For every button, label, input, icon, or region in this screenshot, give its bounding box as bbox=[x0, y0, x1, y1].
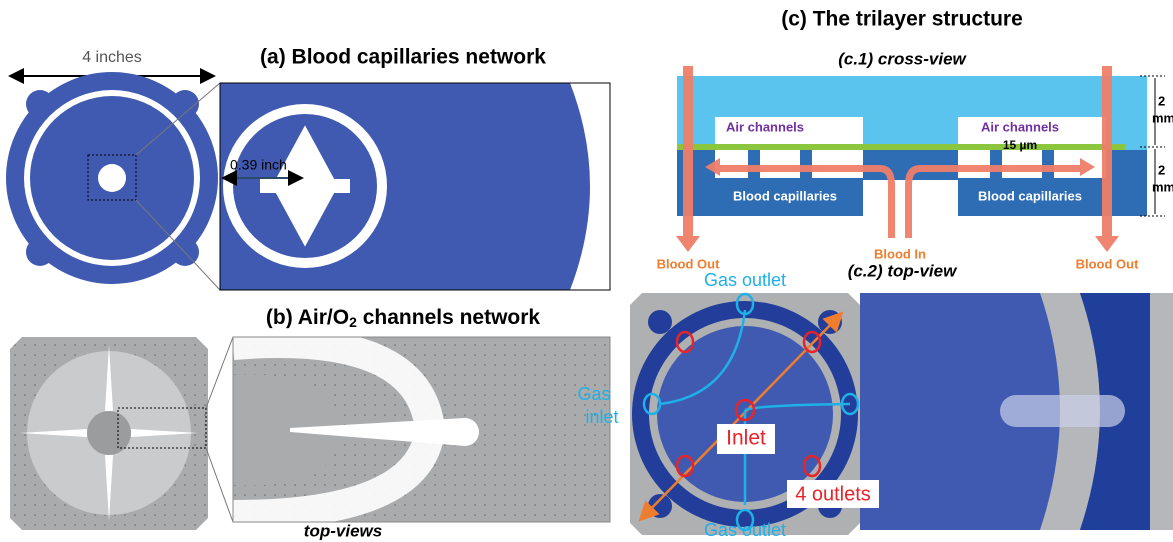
scale-unit: mm bbox=[1152, 110, 1173, 125]
cross-view-title: (c.1) cross-view bbox=[838, 49, 967, 68]
title-part: channels network bbox=[357, 306, 541, 329]
width-label: 4 inches bbox=[82, 49, 142, 66]
zoom-c2 bbox=[860, 293, 1173, 530]
title-part: (b) Air/O bbox=[266, 306, 349, 329]
title-subscript: 2 bbox=[349, 314, 357, 330]
zoom-label: 0.39 inch bbox=[230, 157, 287, 173]
gas-outlet-label: Gas outlet bbox=[704, 520, 786, 540]
scale-value: 2 bbox=[1158, 93, 1165, 108]
label-box bbox=[717, 424, 775, 454]
blood-out-label: Blood Out bbox=[1076, 256, 1139, 271]
scale-unit: mm bbox=[1152, 179, 1173, 194]
device-b bbox=[10, 336, 234, 530]
blood-flow-arrows bbox=[676, 66, 1119, 252]
capillary-label: Blood capillaries bbox=[978, 188, 1082, 203]
top-view-title: (c.2) top-view bbox=[848, 261, 958, 280]
zoom-b bbox=[231, 328, 611, 530]
panel-a-title: (a) Blood capillaries network bbox=[260, 46, 546, 69]
cross-section bbox=[677, 75, 1165, 217]
scale-value: 2 bbox=[1158, 162, 1165, 177]
blood-out-label: Blood Out bbox=[657, 256, 720, 271]
gas-inlet-label: Gas bbox=[577, 384, 610, 404]
panel-b-title: (b) Air/O2 channels network bbox=[266, 306, 541, 330]
capillary-label: Blood capillaries bbox=[733, 188, 837, 203]
gas-outlet-label: Gas outlet bbox=[704, 270, 786, 290]
gas-inlet-label: inlet bbox=[585, 407, 618, 427]
inlet-label: Inlet bbox=[726, 427, 766, 450]
outlets-label: 4 outlets bbox=[795, 483, 871, 505]
caption: top-views bbox=[304, 521, 382, 540]
label-box bbox=[787, 480, 879, 508]
blood-in-label: Blood In bbox=[874, 246, 926, 261]
zoom-a bbox=[219, 82, 611, 291]
device-a bbox=[6, 72, 221, 291]
air-channel-label: Air channels bbox=[981, 119, 1059, 134]
panel-c-title: (c) The trilayer structure bbox=[781, 8, 1023, 31]
air-channel-label: Air channels bbox=[726, 119, 804, 134]
gap-label: 15 µm bbox=[1003, 138, 1037, 152]
